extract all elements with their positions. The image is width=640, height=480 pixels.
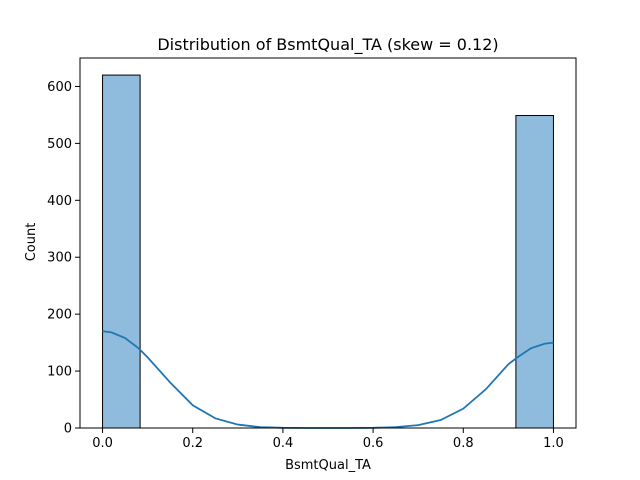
y-axis-ticks: 0 100 200 300 400 500 600: [47, 80, 80, 437]
y-tick-label: 400: [47, 194, 72, 209]
histogram-bar: [515, 114, 554, 429]
x-tick-label: 1.0: [543, 436, 564, 451]
y-tick-label: 500: [47, 137, 72, 152]
x-tick-label: 0.0: [92, 436, 113, 451]
plot-frame: [79, 57, 577, 429]
y-tick-label: 600: [47, 80, 72, 95]
x-tick-label: 0.4: [273, 436, 294, 451]
y-tick-label: 100: [47, 365, 72, 380]
histogram-bar: [102, 74, 141, 429]
y-tick-label: 200: [47, 308, 72, 323]
x-tick-label: 0.8: [453, 436, 474, 451]
bars-group: [102, 74, 554, 429]
kde-curve: [102, 330, 554, 429]
chart-title: Distribution of BsmtQual_TA (skew = 0.12…: [157, 35, 498, 55]
y-tick-label: 0: [64, 422, 72, 437]
y-tick-label: 300: [47, 251, 72, 266]
x-axis-ticks: 0.0 0.2 0.4 0.6 0.8 1.0: [92, 428, 564, 451]
x-tick-label: 0.2: [182, 436, 203, 451]
x-tick-label: 0.6: [363, 436, 384, 451]
x-axis-label: BsmtQual_TA: [285, 458, 371, 473]
y-axis-label: Count: [24, 223, 39, 262]
